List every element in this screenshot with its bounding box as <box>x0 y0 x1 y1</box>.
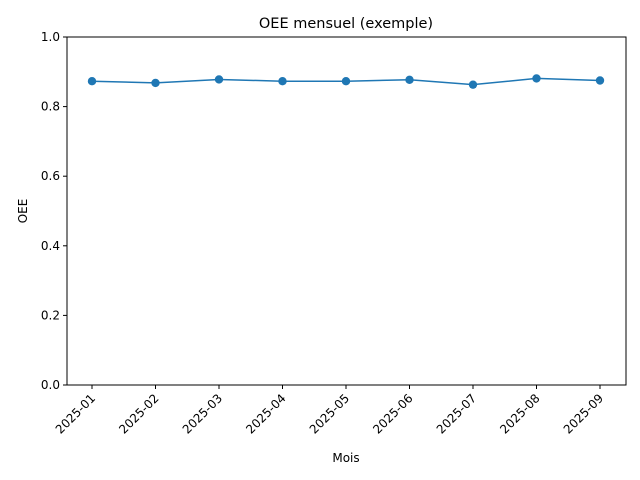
y-tick-label: 0.2 <box>41 308 60 322</box>
x-axis-label: Mois <box>332 451 359 465</box>
y-axis-ticks: 0.0 0.2 0.4 0.6 0.8 1.0 <box>41 30 67 392</box>
y-axis-label: OEE <box>16 199 30 224</box>
data-point <box>595 76 605 85</box>
y-tick-label: 1.0 <box>41 30 60 44</box>
data-point <box>405 75 414 85</box>
plot-area <box>67 37 626 385</box>
data-point <box>214 75 224 84</box>
y-tick-label: 0.0 <box>41 378 60 392</box>
data-point <box>87 76 97 86</box>
series-oee <box>87 74 605 89</box>
chart-title: OEE mensuel (exemple) <box>259 16 433 32</box>
data-point <box>468 80 478 89</box>
data-point <box>278 76 287 86</box>
data-point <box>151 78 160 88</box>
plot-frame <box>66 36 627 386</box>
data-point <box>532 74 541 83</box>
y-tick-label: 0.6 <box>41 169 60 183</box>
data-point <box>341 76 351 86</box>
y-tick-label: 0.8 <box>41 100 60 114</box>
y-tick-label: 0.4 <box>41 239 60 253</box>
